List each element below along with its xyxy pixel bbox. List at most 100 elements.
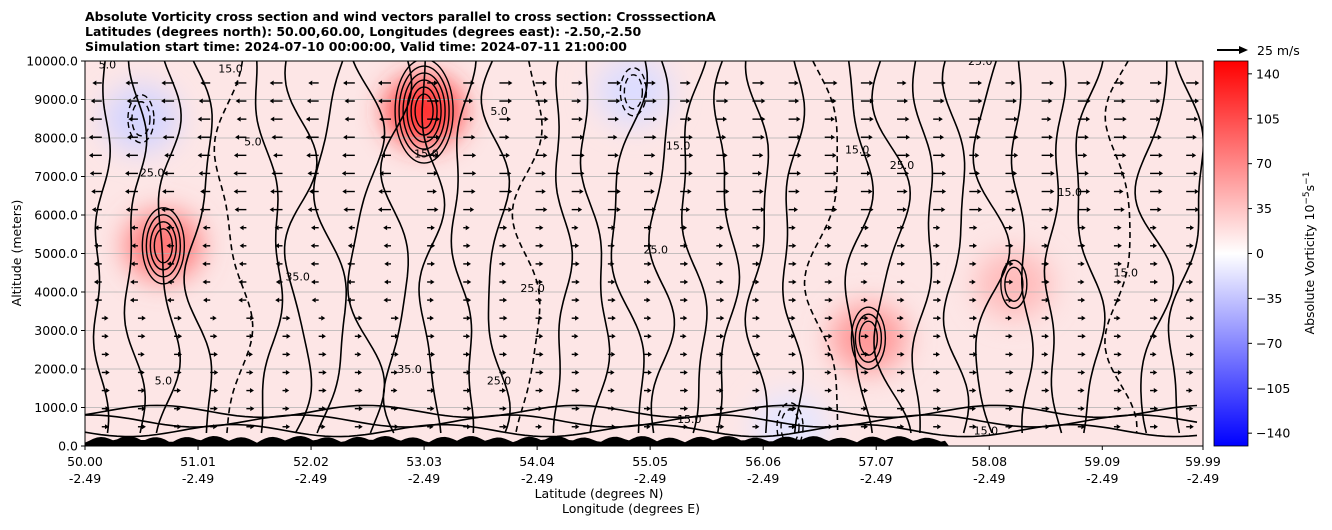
- wind-vector-head-457: [942, 170, 947, 176]
- wind-vector-head-198: [538, 315, 543, 321]
- wind-vector-head-18: [755, 424, 760, 430]
- wind-vector-head-92: [1188, 388, 1193, 394]
- wind-vector-head-546: [796, 116, 801, 122]
- wind-vector-head-384: [543, 207, 548, 213]
- wind-vector-head-269: [863, 279, 868, 285]
- contour-label-7: 25.0: [520, 282, 545, 295]
- x-tick-lon-5: -2.49: [634, 471, 666, 486]
- wind-vector-head-441: [341, 170, 346, 176]
- wind-vector-head-177: [899, 333, 904, 339]
- wind-vector-head-264: [684, 279, 689, 285]
- colorbar-ticks: 140 105 70 35 0 −35 −70 −105 −140: [1248, 66, 1290, 441]
- wind-vector-head-294: [647, 261, 652, 267]
- wind-vector-head-401: [1157, 207, 1162, 213]
- wind-vector-head-595: [308, 80, 313, 86]
- wind-vector-head-186: [104, 315, 109, 321]
- wind-vector-head-405: [162, 189, 167, 195]
- wind-vector-head-589: [92, 80, 97, 86]
- wind-vector-head-231: [611, 297, 616, 303]
- wind-vector-head-376: [234, 207, 239, 213]
- wind-vector-head-17: [720, 424, 725, 430]
- wind-vector-head-458: [975, 170, 980, 176]
- wind-vector-head-305: [1045, 261, 1050, 267]
- wind-vector-head-553: [1047, 116, 1052, 122]
- contour-ring-0-5: [398, 65, 450, 157]
- x-tick-lon-6: -2.49: [747, 471, 779, 486]
- wind-vector-head-322: [539, 243, 544, 249]
- wind-vector-head-351: [465, 225, 470, 231]
- wind-vector-head-358: [719, 225, 724, 231]
- wind-vector-head-101: [394, 369, 399, 375]
- wind-vector-head-70: [393, 388, 398, 394]
- wind-vector-head-180: [1008, 333, 1013, 339]
- wind-vector-head-588: [1195, 98, 1200, 104]
- wind-vector-head-425: [903, 189, 908, 195]
- wind-vector-head-551: [977, 116, 982, 122]
- wind-vector-head-295: [684, 261, 689, 267]
- wind-vector-head-96: [214, 369, 219, 375]
- wind-vector-head-444: [472, 170, 477, 176]
- wind-vector-head-268: [828, 279, 833, 285]
- wind-vector-head-52: [863, 406, 868, 412]
- wind-vector-head-542: [652, 116, 657, 122]
- wind-vector-head-466: [125, 152, 130, 158]
- wind-vector-head-222: [275, 297, 280, 303]
- contour-ring-2-2: [854, 313, 883, 363]
- wind-vector-head-274: [1045, 279, 1050, 285]
- wind-vector-head-602: [578, 80, 583, 86]
- wind-vector-head-526: [1192, 134, 1197, 140]
- wind-vector-head-345: [239, 225, 244, 231]
- wind-vector-head-13: [575, 424, 580, 430]
- wind-vector-head-151: [1081, 351, 1086, 357]
- contour-line-6: [283, 61, 318, 434]
- wind-vector-head-280: [130, 261, 135, 267]
- wind-vector-head-470: [273, 152, 278, 158]
- wind-vector-head-149: [1009, 351, 1014, 357]
- wind-vector-head-331: [864, 243, 869, 249]
- y-tick-label-3: 3000.0: [34, 323, 78, 338]
- wind-vector-head-38: [358, 406, 363, 412]
- wind-vector-head-130: [322, 351, 327, 357]
- contour-label-8: 25.0: [644, 244, 669, 257]
- wind-vector-head-32: [141, 406, 146, 412]
- wind-vector-head-499: [197, 134, 202, 140]
- wind-vector-head-82: [827, 388, 832, 394]
- wind-vector-head-363: [900, 225, 905, 231]
- wind-vector-head-478: [580, 152, 585, 158]
- wind-vector-head-428: [1011, 189, 1016, 195]
- contour-label-17: 15.0: [677, 413, 702, 426]
- wind-vector-head-5: [286, 424, 291, 430]
- wind-vector-head-359: [756, 225, 761, 231]
- wind-vector-head-477: [543, 152, 548, 158]
- colorbar-tick-label-2: 70: [1256, 156, 1272, 171]
- wind-vector-head-72: [467, 388, 472, 394]
- wind-vector-head-592: [200, 80, 205, 86]
- wind-vector-head-210: [973, 315, 978, 321]
- wind-vector-head-333: [935, 243, 940, 249]
- wind-vector-head-574: [686, 98, 691, 104]
- wind-vector-head-88: [1045, 388, 1050, 394]
- wind-vector-head-29: [1153, 424, 1158, 430]
- wind-vector-head-449: [649, 170, 654, 176]
- wind-vector-head-0: [104, 424, 109, 430]
- wind-vector-head-55: [971, 406, 976, 412]
- wind-vector-head-135: [502, 351, 507, 357]
- wind-vector-head-220: [203, 297, 208, 303]
- wind-vector-head-291: [539, 261, 544, 267]
- wind-vector-head-258: [467, 279, 472, 285]
- wind-vector-head-21: [864, 424, 869, 430]
- wind-vector-head-126: [177, 351, 182, 357]
- wind-vector-head-206: [828, 315, 833, 321]
- wind-vector-head-45: [611, 406, 616, 412]
- y-axis-label: Altitude (meters): [9, 200, 24, 307]
- wind-vector-head-234: [720, 297, 725, 303]
- wind-vector-head-35: [250, 406, 255, 412]
- wind-vector-head-494: [1158, 152, 1163, 158]
- wind-vector-head-350: [430, 225, 435, 231]
- wind-vector-head-57: [1045, 406, 1050, 412]
- wind-vector-head-304: [1009, 261, 1014, 267]
- wind-vector-head-36: [285, 406, 290, 412]
- wind-vector-head-257: [430, 279, 435, 285]
- y-tick-label-7: 7000.0: [34, 169, 78, 184]
